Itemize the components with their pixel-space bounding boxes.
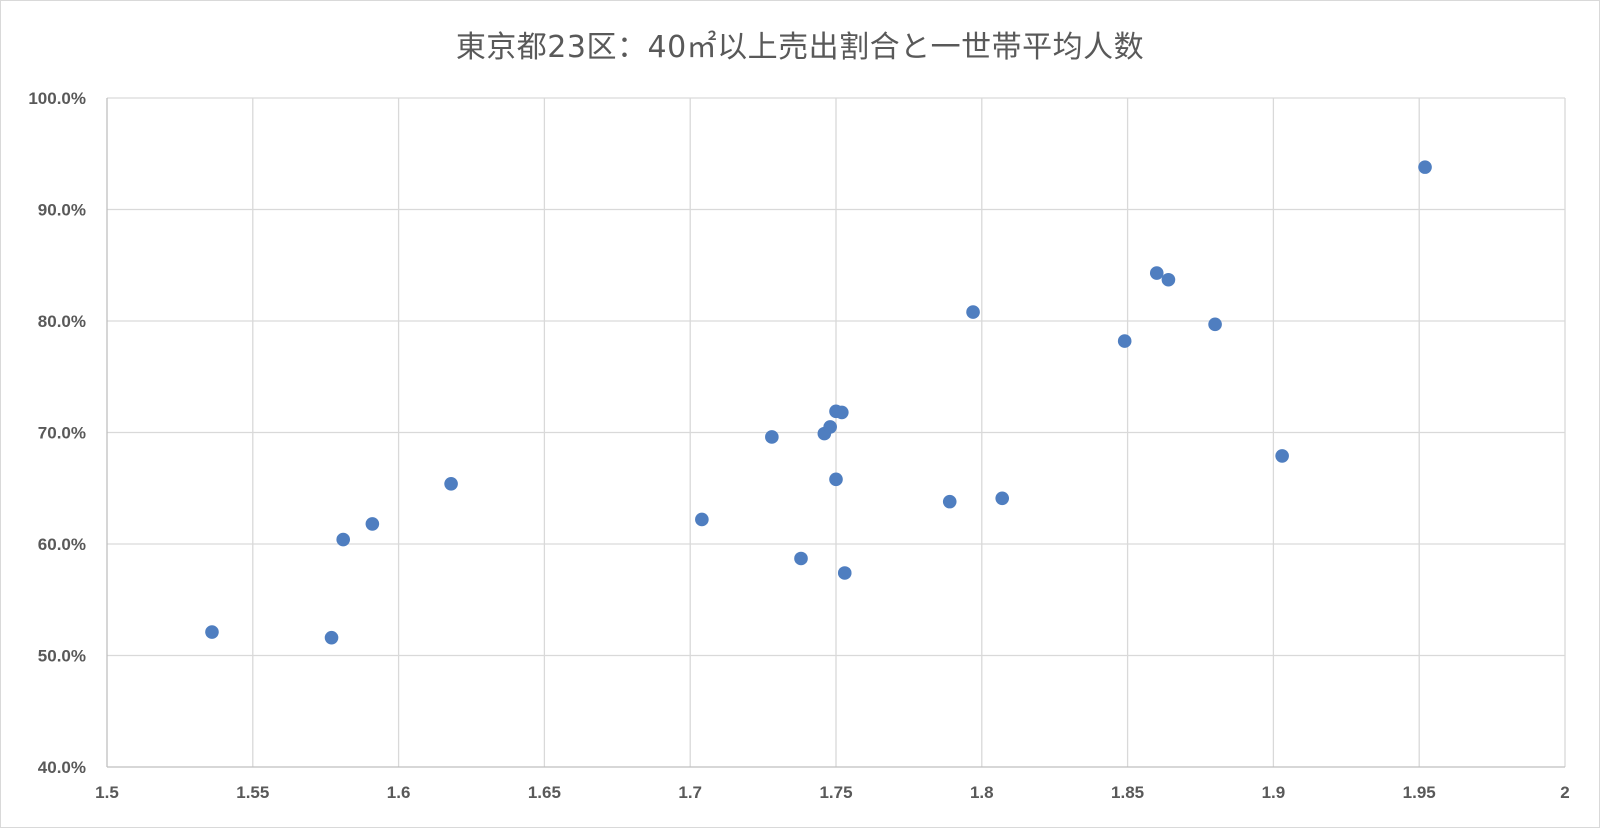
scatter-point [1149,266,1164,280]
scatter-point [1275,449,1289,463]
scatter-point [829,472,843,487]
scatter-point [835,405,849,420]
scatter-point [823,420,837,434]
y-tick-label: 80.0% [38,312,86,331]
x-axis-tick-labels: 1.5 1.55 1.6 1.65 1.7 1.75 1.8 1.85 1.9 1.95 2 [95,783,1570,802]
data-points [205,160,1432,645]
scatter-point [942,494,957,509]
scatter-point [837,566,852,580]
x-tick-label: 1.9 [1262,783,1286,802]
scatter-point [794,551,808,566]
x-tick-label: 1.55 [236,783,269,802]
x-tick-label: 1.5 [95,783,119,802]
x-tick-label: 1.95 [1403,783,1436,802]
x-tick-label: 1.6 [387,783,411,802]
scatter-point [765,430,779,444]
gridlines [107,97,1566,767]
scatter-point [365,517,380,531]
scatter-point [1208,317,1222,332]
y-tick-label: 70.0% [38,424,86,443]
x-tick-label: 1.7 [678,783,702,802]
x-tick-label: 2 [1560,783,1569,802]
y-tick-label: 100.0% [28,89,86,108]
x-tick-label: 1.85 [1111,783,1144,802]
scatter-point [324,630,339,645]
y-tick-label: 50.0% [38,647,86,666]
chart-title: 東京都23区：40㎡以上売出割合と一世帯平均人数 [455,30,1145,65]
scatter-point [1161,272,1176,287]
x-tick-label: 1.75 [819,783,852,802]
scatter-point [995,491,1010,506]
y-axis-tick-labels: 40.0% 50.0% 60.0% 70.0% 80.0% 90.0% 100.0% [28,89,86,777]
scatter-point [336,532,350,547]
y-tick-label: 90.0% [38,201,86,220]
scatter-point [966,305,980,319]
scatter-point [444,476,458,491]
x-tick-label: 1.65 [528,783,561,802]
scatter-point [695,512,709,527]
axes [106,98,1565,768]
y-tick-label: 40.0% [38,758,86,777]
y-tick-label: 60.0% [38,535,86,554]
scatter-point [1117,334,1132,348]
scatter-point [1418,160,1432,174]
x-tick-label: 1.8 [970,783,994,802]
scatter-point [205,625,219,639]
